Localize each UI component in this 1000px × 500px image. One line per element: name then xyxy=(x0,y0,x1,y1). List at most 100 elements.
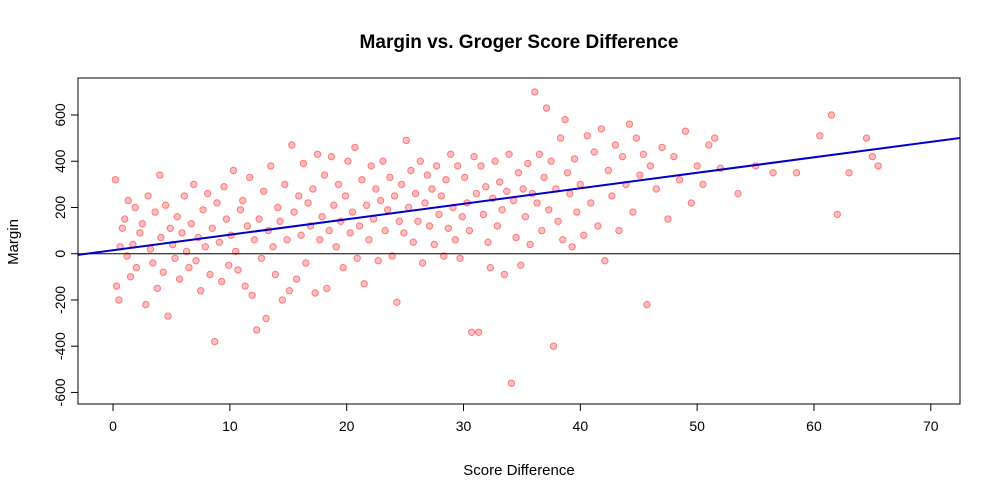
data-point xyxy=(236,206,245,214)
data-point xyxy=(643,300,651,309)
data-point xyxy=(243,222,252,230)
data-point xyxy=(185,263,193,272)
data-point xyxy=(503,187,511,196)
data-point xyxy=(197,287,205,295)
data-point xyxy=(379,157,387,165)
data-point xyxy=(442,176,450,184)
data-point xyxy=(248,291,256,299)
x-tick-label: 0 xyxy=(109,418,117,434)
data-point xyxy=(769,169,777,177)
data-point xyxy=(144,192,152,200)
data-point xyxy=(388,252,396,260)
data-point xyxy=(192,257,200,265)
data-point xyxy=(454,162,462,170)
data-point xyxy=(573,208,581,216)
data-point xyxy=(395,217,403,226)
data-point xyxy=(456,254,464,262)
data-point xyxy=(297,231,305,239)
data-point xyxy=(397,180,406,189)
data-point xyxy=(367,162,375,170)
data-point xyxy=(211,337,219,346)
data-point xyxy=(540,173,548,182)
data-point xyxy=(353,254,361,262)
data-point xyxy=(269,243,277,251)
data-point xyxy=(355,222,364,230)
data-point xyxy=(590,148,598,156)
data-point xyxy=(393,298,401,306)
data-point xyxy=(360,280,368,288)
data-point xyxy=(112,282,121,290)
data-point xyxy=(517,261,525,269)
data-point xyxy=(383,206,392,214)
data-point xyxy=(486,263,495,272)
data-point xyxy=(447,150,455,159)
data-point xyxy=(615,226,623,235)
data-point xyxy=(316,236,324,244)
data-point xyxy=(246,173,254,182)
data-point xyxy=(225,261,233,269)
data-point xyxy=(618,152,627,161)
data-point xyxy=(232,247,240,256)
data-point xyxy=(153,284,162,293)
data-point xyxy=(262,314,270,323)
data-point xyxy=(664,215,672,223)
data-point xyxy=(149,259,157,267)
data-point xyxy=(792,169,801,177)
data-point xyxy=(636,171,644,179)
data-point xyxy=(136,229,144,237)
data-point xyxy=(444,224,452,233)
data-point xyxy=(652,185,660,193)
data-point xyxy=(180,192,189,200)
data-point xyxy=(687,199,695,207)
data-point xyxy=(124,196,132,205)
data-point xyxy=(629,208,637,216)
data-point xyxy=(213,199,221,207)
data-point xyxy=(285,287,294,295)
data-point xyxy=(833,210,841,219)
data-point xyxy=(241,282,249,290)
data-point xyxy=(283,236,291,244)
data-point xyxy=(554,217,562,226)
data-point xyxy=(132,263,141,272)
data-point xyxy=(164,312,172,320)
data-point xyxy=(411,189,420,198)
data-point xyxy=(611,141,620,149)
data-point xyxy=(512,233,520,242)
data-point xyxy=(274,203,282,212)
data-point xyxy=(374,257,382,265)
data-point xyxy=(570,155,579,163)
data-point xyxy=(115,296,123,304)
y-axis-label: Margin xyxy=(5,219,22,265)
data-point xyxy=(222,215,231,223)
y-tick-label: -400 xyxy=(52,332,68,360)
data-point xyxy=(290,208,298,216)
data-point xyxy=(159,268,168,276)
data-point xyxy=(705,141,713,149)
x-axis: 0 10 20 30 40 50 60 70 xyxy=(109,404,939,434)
data-point xyxy=(437,192,445,200)
data-point xyxy=(845,169,853,177)
points-layer xyxy=(111,88,882,387)
data-point xyxy=(566,189,574,198)
data-point xyxy=(568,243,576,251)
data-point xyxy=(257,254,266,262)
lines-layer xyxy=(78,136,960,256)
data-point xyxy=(435,210,443,219)
data-point xyxy=(220,183,228,191)
x-tick-label: 30 xyxy=(456,418,472,434)
data-point xyxy=(260,187,268,196)
data-point xyxy=(201,243,210,251)
data-point xyxy=(156,171,164,179)
data-point xyxy=(390,192,399,200)
data-point xyxy=(500,270,509,279)
data-point xyxy=(477,162,485,170)
x-tick-label: 60 xyxy=(806,418,822,434)
data-point xyxy=(479,210,488,219)
data-point xyxy=(675,176,684,184)
data-point xyxy=(332,243,340,251)
data-point xyxy=(171,254,179,262)
data-point xyxy=(302,259,310,267)
data-point xyxy=(538,226,546,235)
data-point xyxy=(414,217,422,226)
data-point xyxy=(734,189,742,198)
